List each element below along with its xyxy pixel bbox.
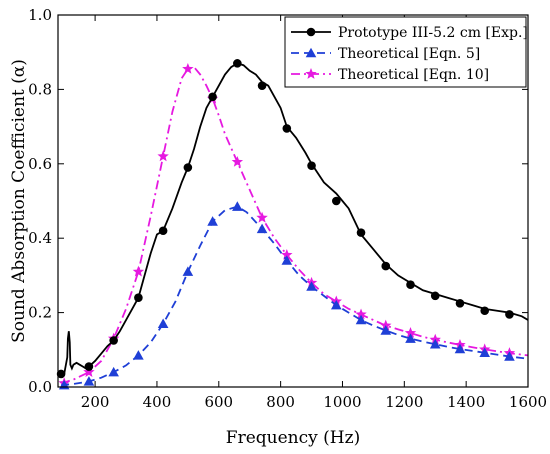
series-line-2 (61, 205, 529, 387)
series-1-point (480, 306, 490, 316)
series-3-point (281, 248, 293, 260)
y-tick-label: 0.2 (28, 304, 52, 322)
plot-frame (57, 14, 529, 388)
legend-entry-2: Theoretical [Eqn. 5] (291, 46, 480, 62)
series-2-point (380, 325, 392, 335)
x-tick-label: 200 (81, 393, 110, 411)
legend-entry-1: Prototype III-5.2 cm [Exp.] (291, 25, 528, 41)
x-tick-label: 1200 (385, 393, 423, 411)
series-2-point (454, 343, 466, 354)
x-tick-label: 600 (204, 393, 233, 411)
legend-label: Prototype III-5.2 cm [Exp.] (338, 25, 528, 41)
legend-marker (306, 27, 316, 37)
y-tick-label: 0.6 (28, 155, 52, 173)
legend-entry-3: Theoretical [Eqn. 10] (291, 67, 489, 83)
series-2-point (479, 347, 491, 358)
series-1 (56, 59, 529, 379)
legend-marker (305, 47, 317, 58)
series-layer (56, 59, 529, 390)
series-2-point (281, 255, 293, 265)
series-1-point (233, 59, 242, 68)
series-1-point (208, 92, 217, 102)
y-tick-label: 0.8 (28, 80, 52, 98)
series-2-point (504, 351, 515, 361)
series-1-point (158, 226, 168, 236)
series-1-point (505, 310, 514, 319)
y-tick-label: 0.0 (28, 378, 52, 396)
y-tick-label: 1.0 (28, 6, 52, 24)
series-2-point (256, 223, 268, 234)
series-1-point (282, 124, 292, 133)
series-2-point (207, 216, 218, 226)
series-2-point (405, 333, 416, 343)
series-2-point (182, 266, 194, 276)
x-tick-label: 400 (143, 393, 172, 411)
legend-box (284, 16, 527, 88)
series-3-point (157, 150, 169, 162)
series-1-point (455, 299, 465, 308)
series-2-point (108, 366, 119, 377)
series-2-point (355, 314, 367, 325)
series-3-point (380, 319, 392, 331)
x-tick-label: 1400 (447, 393, 485, 411)
x-tick-label: 1600 (509, 393, 547, 411)
series-3-point (182, 62, 194, 74)
y-axis-title: Sound Absorption Coefficient (α) (9, 59, 29, 343)
series-1-point (56, 369, 66, 379)
series-2-point (330, 299, 342, 310)
series-1-point (134, 293, 143, 303)
legend: Prototype III-5.2 cm [Exp.] Theoretical [… (284, 16, 528, 88)
legend-marker (305, 68, 317, 79)
series-3-point (404, 327, 417, 338)
series-2-point (133, 350, 144, 360)
series-1-point (257, 81, 267, 90)
series-2-point (306, 281, 317, 291)
series-3-point (132, 265, 145, 277)
series-1-point (430, 291, 440, 301)
series-3-point (355, 308, 367, 320)
x-axis-title: Frequency (Hz) (226, 428, 360, 448)
series-line-1 (60, 62, 529, 377)
series-2 (58, 201, 529, 390)
series-2-point (83, 376, 95, 386)
legend-label: Theoretical [Eqn. 5] (338, 46, 480, 62)
series-3-point (83, 366, 95, 377)
series-1-point (331, 196, 341, 206)
series-1-point (84, 362, 94, 371)
series-3-point (256, 211, 268, 223)
series-1-point (356, 228, 366, 237)
series-1-point (406, 280, 415, 290)
series-2-point (157, 318, 169, 328)
series-1-point (183, 163, 193, 172)
legend-label: Theoretical [Eqn. 10] (338, 67, 489, 83)
series-1-point (307, 161, 316, 170)
ticks-layer: 200 400 600 800 1000 1200 1400 1600 0.0 0.2 0.4 0.6… (28, 6, 547, 411)
x-tick-label: 1000 (323, 393, 361, 411)
y-tick-label: 0.4 (28, 229, 52, 247)
x-tick-label: 800 (266, 393, 295, 411)
series-3-point (231, 155, 244, 167)
series-1-point (381, 261, 391, 271)
series-2-point (429, 338, 441, 349)
series-1-point (109, 336, 118, 345)
series-2-point (232, 201, 243, 211)
